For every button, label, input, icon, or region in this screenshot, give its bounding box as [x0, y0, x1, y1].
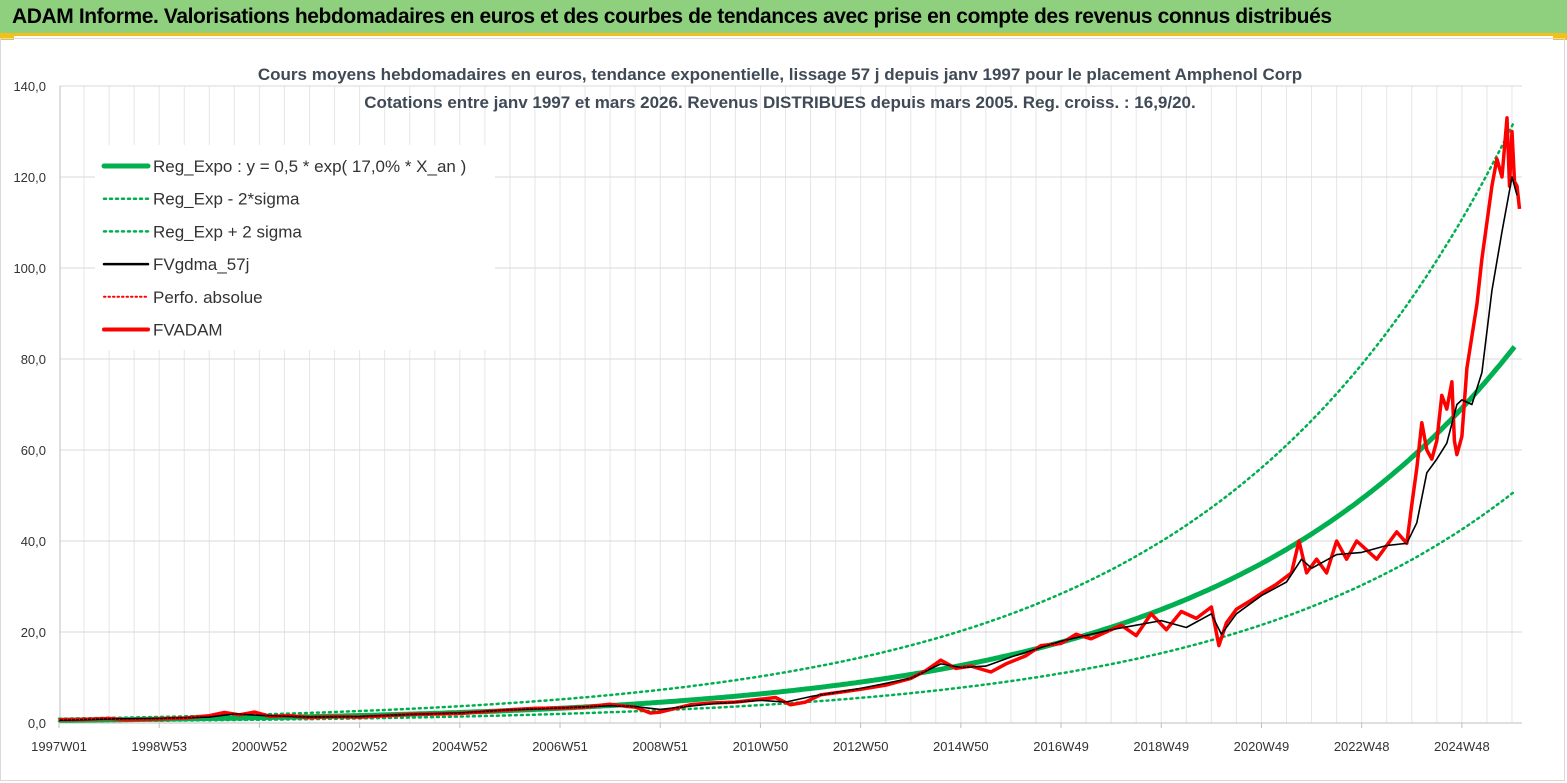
- x-tick-label: 2006W51: [532, 739, 588, 754]
- y-axis: 0,0 20,0 40,0 60,0 80,0 100,0 120,0 140,0: [13, 79, 46, 731]
- x-tick-label: 2020W49: [1234, 739, 1290, 754]
- x-tick-label: 2016W49: [1033, 739, 1089, 754]
- series-reg-exp-minus-2sigma: [57, 490, 1516, 723]
- y-tick-label: 80,0: [21, 352, 46, 367]
- x-tick-label: 2002W52: [332, 739, 388, 754]
- chart-subtitle: Cotations entre janv 1997 et mars 2026. …: [364, 93, 1195, 112]
- legend-label: Perfo. absolue: [153, 288, 263, 307]
- x-tick-label: 2012W50: [833, 739, 889, 754]
- series-lines: [57, 116, 1522, 723]
- y-tick-label: 60,0: [21, 443, 46, 458]
- y-tick-label: 20,0: [21, 625, 46, 640]
- x-tick-label: 2010W50: [733, 739, 789, 754]
- legend: Reg_Expo : y = 0,5 * exp( 17,0% * X_an )…: [101, 157, 466, 340]
- legend-bg: [95, 145, 495, 350]
- x-tick-label: 2000W52: [232, 739, 288, 754]
- legend-label: Reg_Exp - 2*sigma: [153, 190, 300, 209]
- series-reg-expo: [59, 345, 1517, 723]
- legend-label: Reg_Expo : y = 0,5 * exp( 17,0% * X_an ): [153, 157, 466, 176]
- y-tick-label: 120,0: [13, 170, 46, 185]
- legend-label: FVADAM: [153, 321, 223, 340]
- series-reg-exp-plus-2sigma: [57, 119, 1516, 720]
- x-tick-label: 2014W50: [933, 739, 989, 754]
- x-tick-label: 1998W53: [131, 739, 187, 754]
- y-tick-label: 140,0: [13, 79, 46, 94]
- x-tick-label: 2004W52: [432, 739, 488, 754]
- series-perfo-absolue: [58, 117, 1521, 721]
- x-tick-label: 2024W48: [1434, 739, 1490, 754]
- y-tick-label: 0,0: [28, 716, 46, 731]
- x-tick-label: 2008W51: [632, 739, 688, 754]
- x-tick-label: 2018W49: [1133, 739, 1189, 754]
- series-fvgdma-57j: [58, 176, 1518, 722]
- chart-title: Cours moyens hebdomadaires en euros, ten…: [258, 65, 1302, 84]
- legend-label: Reg_Exp + 2 sigma: [153, 222, 302, 241]
- legend-label: FVgdma_57j: [153, 255, 249, 274]
- x-tick-label: 2022W48: [1334, 739, 1390, 754]
- y-tick-label: 40,0: [21, 534, 46, 549]
- header-title: ADAM Informe. Valorisations hebdomadaire…: [12, 5, 1332, 28]
- x-axis: 1997W01 1998W53 2000W52 2002W52 2004W52 2006W…: [31, 723, 1490, 754]
- x-tick-label: 1997W01: [31, 739, 87, 754]
- chart-frame: [0, 38, 1565, 781]
- header-bar: ADAM Informe. Valorisations hebdomadaire…: [0, 0, 1567, 36]
- y-tick-label: 100,0: [13, 261, 46, 276]
